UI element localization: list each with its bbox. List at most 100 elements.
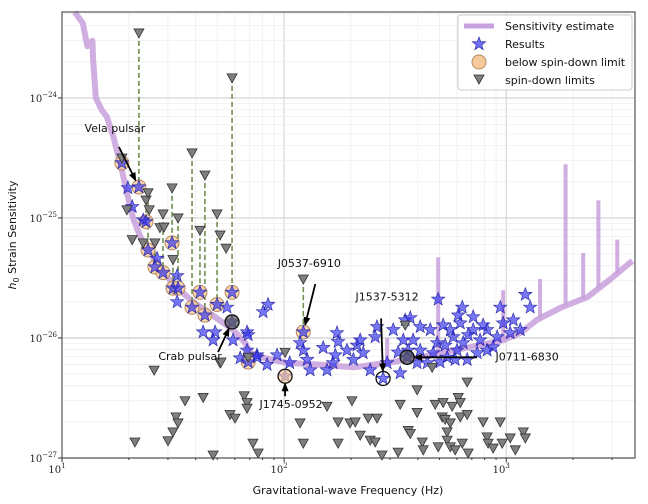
- spin-down-limit-triangle: [294, 418, 306, 429]
- spin-down-limit-triangle: [279, 347, 291, 359]
- spin-down-limit-triangle: [376, 450, 388, 461]
- result-star: [505, 312, 521, 327]
- result-star: [302, 362, 318, 377]
- spin-down-limit-triangle: [241, 403, 253, 415]
- result-star: [255, 304, 271, 319]
- spin-down-limit-triangle: [149, 238, 161, 249]
- spin-down-limit-triangle: [449, 445, 461, 456]
- spin-down-limit-triangle: [462, 448, 474, 459]
- spin-down-limit-triangle: [133, 28, 145, 39]
- result-star: [450, 307, 466, 322]
- result-star: [362, 362, 378, 377]
- result-star: [330, 333, 346, 349]
- spin-down-limit-triangle: [121, 205, 133, 216]
- result-star: [169, 267, 185, 283]
- spin-down-limit-triangle: [411, 407, 423, 419]
- result-star: [489, 329, 505, 344]
- annotation-arrowhead: [281, 382, 289, 392]
- spin-down-limit-triangle: [354, 430, 366, 441]
- spin-down-limit-triangle: [519, 433, 532, 444]
- x-axis-label: Gravitational-wave Frequency (Hz): [253, 484, 444, 497]
- spin-down-limit-triangle: [197, 392, 209, 404]
- result-star: [492, 299, 508, 314]
- spin-down-limit-triangle: [416, 437, 428, 448]
- spin-down-limit-triangle: [417, 445, 429, 456]
- result-star: [170, 280, 186, 295]
- result-star: [445, 329, 461, 344]
- spin-down-limit-triangle: [129, 437, 141, 448]
- highlighted-pulsar-marker: [399, 349, 415, 365]
- spin-down-limit-triangle: [399, 320, 411, 331]
- y-tick-label: 10−26: [29, 331, 57, 345]
- result-star: [352, 332, 368, 347]
- spin-down-limit-triangle: [444, 418, 456, 429]
- result-star: [412, 318, 428, 334]
- result-star: [315, 339, 331, 355]
- result-star: [329, 325, 345, 340]
- spin-down-limit-triangle: [215, 357, 227, 368]
- result-star: [184, 299, 200, 314]
- result-star: [454, 299, 470, 314]
- result-star: [155, 264, 171, 279]
- result-star: [375, 370, 391, 385]
- result-star: [390, 344, 406, 359]
- highlighted-pulsar-marker: [277, 368, 293, 384]
- annotation-arrowhead: [222, 327, 230, 338]
- spin-down-limit-triangle: [166, 183, 178, 194]
- result-star: [149, 250, 165, 265]
- results-markers: [114, 155, 538, 385]
- spin-down-limit-triangle: [441, 427, 453, 438]
- result-star: [225, 332, 241, 347]
- spin-down-limit-triangle: [143, 205, 155, 216]
- result-star: [259, 356, 275, 372]
- spin-down-limit-triangle: [392, 447, 404, 458]
- result-star: [339, 342, 355, 357]
- result-star: [460, 327, 476, 342]
- result-star: [327, 347, 343, 362]
- legend: Sensitivity estimate Results below spin-…: [457, 14, 633, 91]
- annotation-label: J0537-6910: [277, 257, 341, 270]
- result-star: [429, 335, 445, 350]
- spin-down-limit-triangle: [220, 243, 232, 255]
- y-axis-label: h0 Strain Sensitivity: [6, 180, 21, 289]
- y-tick-label: 10−24: [29, 91, 57, 105]
- spin-down-limit-triangle: [214, 230, 226, 241]
- legend-swatch-below: [471, 54, 487, 70]
- spin-down-limit-triangle: [321, 401, 333, 413]
- result-star: [197, 307, 213, 322]
- annotation-arrow: [380, 318, 384, 371]
- result-star: [195, 324, 211, 339]
- spin-down-limit-triangle: [167, 427, 179, 438]
- legend-label-below: below spin-down limit: [505, 56, 626, 69]
- spin-down-limit-triangle: [297, 438, 309, 449]
- spin-down-limit-triangle: [461, 377, 473, 388]
- spin-down-limit-triangle: [509, 445, 522, 456]
- x-tick-label: 101: [48, 462, 65, 476]
- annotation-arrowhead: [413, 353, 423, 361]
- result-star: [209, 296, 225, 311]
- spin-down-limit-triangle: [477, 417, 489, 428]
- grid: [61, 12, 635, 459]
- spin-down-limit-triangle: [170, 412, 182, 423]
- result-star: [449, 342, 465, 357]
- result-star: [405, 332, 421, 347]
- result-star: [512, 321, 528, 337]
- result-star: [430, 291, 446, 306]
- annotation-label: Crab pulsar: [158, 350, 222, 363]
- result-star: [192, 284, 208, 299]
- highlighted-pulsar-marker: [224, 314, 240, 330]
- legend-label-limits: spin-down limits: [505, 74, 595, 87]
- spin-down-limit-triangle: [481, 432, 493, 443]
- result-star: [475, 317, 491, 332]
- spin-down-limit-triangle: [137, 238, 149, 249]
- spin-down-limit-triangle: [157, 209, 169, 220]
- result-star: [485, 339, 501, 354]
- spin-down-limit-triangle: [172, 213, 184, 224]
- spin-down-limit-triangle: [297, 274, 309, 285]
- spin-down-limit-triangle: [452, 392, 464, 404]
- legend-swatch-results: [471, 36, 487, 51]
- spin-down-limit-triangle: [496, 438, 508, 449]
- spin-down-limit-triangle: [148, 365, 160, 376]
- spin-down-limit-triangle: [158, 222, 170, 233]
- spin-down-limit-triangle: [461, 410, 473, 421]
